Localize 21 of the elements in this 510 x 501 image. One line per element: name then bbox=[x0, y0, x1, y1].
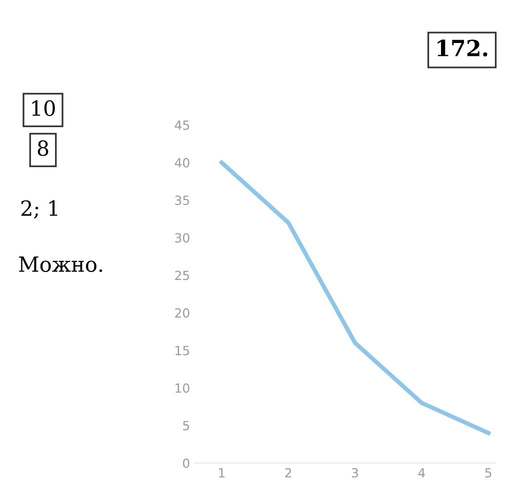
y-tick-label: 25 bbox=[175, 270, 190, 280]
y-tick-label: 35 bbox=[175, 196, 190, 206]
text: 2; 1 bbox=[21, 200, 58, 219]
y-tick-label: 15 bbox=[176, 346, 190, 356]
y-tick-label: 45 bbox=[174, 120, 190, 130]
y-tick-label: 20 bbox=[175, 308, 190, 318]
y-tick-label: 10 bbox=[176, 383, 190, 393]
text: 172. bbox=[438, 40, 488, 56]
y-tick-label: 0 bbox=[183, 458, 190, 468]
text: Можно. bbox=[19, 256, 102, 272]
y-tick-label: 5 bbox=[183, 421, 190, 430]
x-tick-label: 3 bbox=[352, 468, 358, 478]
x-tick-label: 2 bbox=[285, 468, 292, 478]
x-tick-label: 4 bbox=[418, 468, 425, 478]
x-tick-label: 1 bbox=[219, 468, 224, 478]
text: 8 bbox=[38, 140, 48, 156]
x-tick-label: 5 bbox=[485, 468, 492, 478]
text: 10 bbox=[32, 100, 55, 116]
line-series bbox=[220, 160, 490, 436]
y-tick-label: 30 bbox=[175, 233, 190, 243]
y-tick-label: 40 bbox=[174, 158, 190, 168]
